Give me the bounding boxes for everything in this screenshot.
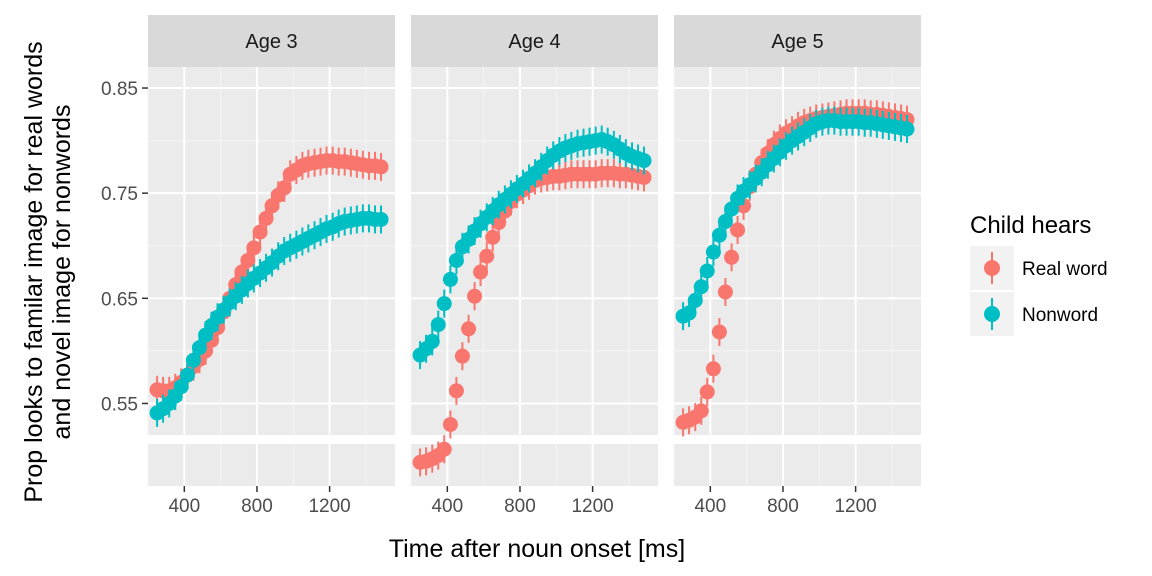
y-tick-label: 0.55 bbox=[101, 394, 138, 415]
data-point bbox=[693, 279, 709, 295]
legend-key-point bbox=[984, 306, 1000, 322]
data-point bbox=[681, 305, 697, 321]
facet-strip bbox=[148, 15, 395, 67]
facet-panel-3: Age 5 bbox=[673, 15, 921, 486]
data-point bbox=[424, 333, 440, 349]
facet-panels: Age 3 Age 4 Age 5 bbox=[147, 15, 921, 486]
data-point bbox=[636, 169, 652, 185]
data-point bbox=[430, 317, 446, 333]
facet-panel-1: Age 3 bbox=[147, 15, 395, 486]
legend-key-real-word: Real word bbox=[970, 246, 1108, 290]
data-point bbox=[636, 153, 652, 169]
x-tick-label: 1200 bbox=[308, 496, 350, 517]
data-point bbox=[246, 240, 262, 256]
facet-strip-label: Age 5 bbox=[771, 31, 823, 53]
lower-panel-background bbox=[148, 444, 395, 486]
data-point bbox=[436, 296, 452, 312]
data-point bbox=[485, 229, 501, 245]
facet-strip bbox=[411, 15, 658, 67]
data-point bbox=[240, 252, 256, 268]
legend-keys: Real word Nonword bbox=[970, 246, 1108, 336]
lower-panel-background bbox=[674, 444, 921, 486]
data-point bbox=[179, 367, 195, 383]
data-point bbox=[461, 321, 477, 337]
data-point bbox=[258, 210, 274, 226]
data-point bbox=[730, 222, 746, 238]
data-point bbox=[191, 340, 207, 356]
data-point bbox=[717, 284, 733, 300]
data-point bbox=[234, 264, 250, 280]
legend-key-nonword: Nonword bbox=[970, 292, 1098, 336]
data-point bbox=[467, 288, 483, 304]
data-point bbox=[442, 416, 458, 432]
data-point bbox=[687, 292, 703, 308]
data-point bbox=[173, 379, 189, 395]
data-point bbox=[473, 264, 489, 280]
data-point bbox=[705, 361, 721, 377]
x-tick-label: 400 bbox=[431, 496, 463, 517]
data-point bbox=[711, 324, 727, 340]
data-point bbox=[442, 271, 458, 287]
series-nonword bbox=[149, 204, 389, 427]
data-point bbox=[373, 211, 389, 227]
x-axis-title: Time after noun onset [ms] bbox=[389, 535, 685, 563]
data-point bbox=[276, 180, 292, 196]
y-tick-label: 0.65 bbox=[101, 289, 138, 310]
facet-strip bbox=[674, 15, 921, 67]
x-tick-label: 800 bbox=[504, 496, 536, 517]
x-tick-label: 400 bbox=[694, 496, 726, 517]
facet-panel-2: Age 4 bbox=[410, 15, 658, 486]
data-point bbox=[448, 383, 464, 399]
data-point bbox=[711, 227, 727, 243]
data-point bbox=[491, 215, 507, 231]
data-point bbox=[899, 121, 915, 137]
panel-background bbox=[411, 67, 658, 435]
legend-key-point bbox=[984, 260, 1000, 276]
data-point bbox=[448, 252, 464, 268]
data-point bbox=[693, 403, 709, 419]
legend-label: Nonword bbox=[1022, 305, 1098, 326]
y-axis-title-line2: and novel image for nonwords bbox=[48, 105, 76, 440]
legend: Child hears Real word Nonword bbox=[970, 212, 1108, 336]
legend-label: Real word bbox=[1022, 259, 1108, 280]
data-point bbox=[454, 348, 470, 364]
x-axis: 400 800 1200 400 800 1200 400 800 1200 bbox=[168, 486, 877, 517]
data-point bbox=[479, 248, 495, 264]
data-point bbox=[699, 384, 715, 400]
x-tick-label: 400 bbox=[168, 496, 200, 517]
data-point bbox=[705, 244, 721, 260]
y-tick-label: 0.85 bbox=[101, 79, 138, 100]
y-axis-title-line1: Prop looks to familar image for real wor… bbox=[20, 41, 48, 502]
y-tick-label: 0.75 bbox=[101, 184, 138, 205]
data-point bbox=[185, 352, 201, 368]
legend-title: Child hears bbox=[970, 212, 1091, 239]
x-tick-label: 800 bbox=[767, 496, 799, 517]
series-nonword bbox=[675, 106, 915, 331]
data-point bbox=[724, 249, 740, 265]
y-axis: 0.55 0.65 0.75 0.85 bbox=[101, 79, 148, 415]
x-tick-label: 1200 bbox=[571, 496, 613, 517]
series-nonword bbox=[412, 125, 652, 370]
data-point bbox=[252, 224, 268, 240]
x-tick-label: 1200 bbox=[834, 496, 876, 517]
facet-strip-label: Age 3 bbox=[245, 31, 297, 53]
x-tick-label: 800 bbox=[241, 496, 273, 517]
data-point bbox=[373, 159, 389, 175]
data-point bbox=[436, 441, 452, 457]
lower-panel-background bbox=[411, 444, 658, 486]
data-point bbox=[699, 263, 715, 279]
data-point bbox=[717, 214, 733, 230]
facet-strip-label: Age 4 bbox=[508, 31, 560, 53]
